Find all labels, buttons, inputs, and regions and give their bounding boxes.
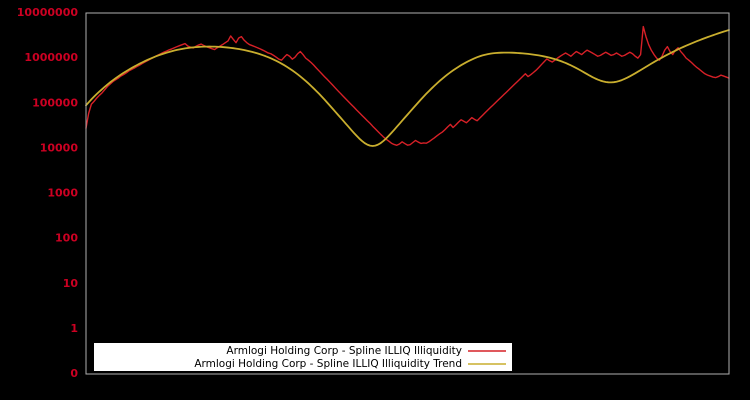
y-axis-tick-label: 1000000 (24, 51, 78, 64)
legend-label: Armlogi Holding Corp - Spline ILLIQ Illi… (194, 358, 462, 370)
y-axis-tick-label: 10 (63, 277, 79, 290)
chart-legend[interactable]: Armlogi Holding Corp - Spline ILLIQ Illi… (94, 343, 512, 371)
y-axis-tick-label: 0 (70, 367, 78, 380)
y-axis-tick-label: 10000 (40, 141, 79, 154)
y-axis-tick-label: 1000 (47, 187, 78, 200)
series-line-illiquidity-trend (85, 29, 730, 147)
data-series-layer (85, 25, 730, 147)
plot-frame (85, 12, 730, 375)
y-axis-tick-label: 1 (70, 322, 78, 335)
legend-label: Armlogi Holding Corp - Spline ILLIQ Illi… (226, 345, 462, 357)
plot-area-background (86, 13, 729, 374)
y-axis-tick-label: 100 (55, 232, 78, 245)
y-axis-tick-label: 10000000 (17, 6, 79, 19)
legend-background (94, 343, 512, 371)
y-axis-tick-label: 100000 (32, 96, 78, 109)
